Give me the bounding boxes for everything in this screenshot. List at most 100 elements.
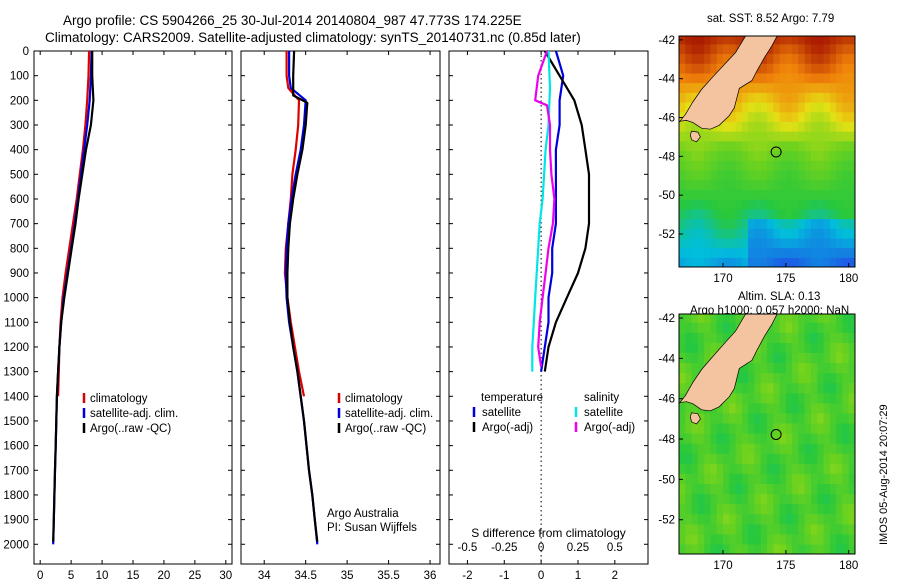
heatmap-cell	[798, 63, 806, 74]
heatmap-cell	[735, 140, 743, 152]
heatmap-cell	[823, 322, 831, 333]
heatmap-cell	[804, 463, 812, 474]
heatmap-cell	[704, 314, 711, 323]
heatmap-cell	[748, 189, 755, 200]
heatmap-cell	[704, 322, 711, 333]
heatmap-cell	[798, 53, 806, 64]
heatmap-cell	[760, 372, 768, 384]
heatmap-cell	[848, 218, 855, 229]
heatmap-cell	[679, 372, 686, 384]
heatmap-cell	[748, 362, 755, 374]
heatmap-cell	[704, 228, 711, 239]
heatmap-cell	[679, 453, 686, 464]
heatmap-cell	[729, 523, 737, 535]
heatmap-cell	[735, 463, 743, 474]
heatmap-cell	[735, 131, 743, 142]
heatmap-cell	[767, 362, 774, 374]
heatmap-cell	[792, 247, 799, 258]
heatmap-cell	[823, 382, 831, 394]
map-y-tick-label: -52	[658, 229, 675, 241]
heatmap-cell	[716, 247, 724, 258]
heatmap-cell	[823, 372, 831, 384]
heatmap-cell	[829, 257, 837, 267]
heatmap-cell	[697, 189, 705, 200]
series-line-temperature-satellite	[540, 50, 565, 372]
heatmap-cell	[685, 160, 693, 171]
heatmap-cell	[704, 208, 711, 220]
map-y-tick-label: -44	[658, 74, 675, 86]
heatmap-cell	[741, 189, 749, 200]
heatmap-cell	[848, 533, 855, 545]
heatmap-cell	[710, 169, 718, 181]
heatmap-cell	[735, 533, 743, 545]
heatmap-cell	[704, 257, 711, 267]
heatmap-cell	[779, 53, 787, 64]
heatmap-cell	[741, 473, 749, 484]
heatmap-cell	[798, 237, 806, 249]
heatmap-cell	[697, 503, 705, 515]
heatmap-cell	[817, 131, 825, 142]
heatmap-cell	[767, 237, 774, 249]
heatmap-cell	[716, 43, 724, 55]
heatmap-cell	[741, 422, 749, 434]
heatmap-cell	[829, 543, 837, 554]
heatmap-cell	[823, 111, 831, 122]
heatmap-cell	[735, 199, 743, 210]
heatmap-cell	[679, 140, 686, 152]
heatmap-cell	[792, 422, 799, 434]
heatmap-cell	[792, 72, 799, 84]
heatmap-cell	[811, 257, 818, 267]
heatmap-cell	[792, 412, 799, 424]
heatmap-cell	[829, 422, 837, 434]
heatmap-cell	[741, 463, 749, 474]
heatmap-cell	[842, 82, 850, 93]
heatmap-cell	[691, 82, 699, 93]
heatmap-cell	[829, 92, 837, 103]
heatmap-cell	[760, 402, 768, 414]
argo-position-marker	[770, 146, 782, 158]
heatmap-cell	[741, 179, 749, 190]
heatmap-cell	[829, 237, 837, 249]
heatmap-cell	[798, 111, 806, 122]
heatmap-cell	[723, 322, 730, 333]
heatmap-cell	[691, 332, 699, 343]
heatmap-cell	[792, 160, 799, 171]
heatmap-cell	[823, 237, 831, 249]
heatmap-cell	[848, 392, 855, 404]
heatmap-cell	[823, 543, 831, 554]
heatmap-cell	[804, 43, 812, 55]
heatmap-cell	[836, 237, 843, 249]
heatmap-cell	[848, 503, 855, 515]
heatmap-cell	[773, 228, 781, 239]
heatmap-cell	[748, 483, 755, 495]
map-y-tick-label: -48	[658, 434, 675, 446]
heatmap-cell	[685, 314, 693, 323]
heatmap-cell	[773, 160, 781, 171]
top-x-tick-label: 0	[538, 542, 544, 554]
heatmap-cell	[704, 160, 711, 171]
heatmap-cell	[679, 463, 686, 474]
heatmap-cell	[836, 483, 843, 495]
heatmap-cell	[697, 453, 705, 464]
heatmap-cell	[697, 72, 705, 84]
heatmap-cell	[760, 179, 768, 190]
depth-tick-label: 1900	[3, 515, 29, 527]
heatmap-cell	[691, 513, 699, 525]
heatmap-cell	[723, 247, 730, 258]
heatmap-cell	[716, 463, 724, 474]
heatmap-cell	[836, 208, 843, 220]
heatmap-cell	[773, 473, 781, 484]
heatmap-cell	[836, 322, 843, 333]
heatmap-cell	[748, 82, 755, 93]
heatmap-cell	[829, 314, 837, 323]
heatmap-cell	[735, 314, 743, 323]
heatmap-cell	[685, 43, 693, 55]
heatmap-cell	[823, 402, 831, 414]
heatmap-cell	[779, 493, 787, 505]
heatmap-cell	[685, 543, 693, 554]
heatmap-cell	[729, 412, 737, 424]
heatmap-cell	[785, 332, 793, 343]
heatmap-cell	[779, 523, 787, 535]
heatmap-cell	[773, 102, 781, 113]
heatmap-cell	[779, 179, 787, 190]
